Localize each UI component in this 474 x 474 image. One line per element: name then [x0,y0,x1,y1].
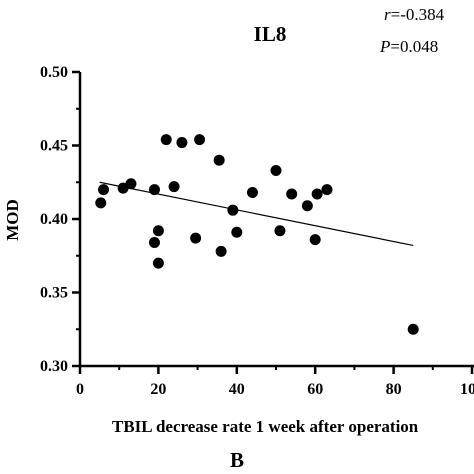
y-axis-label: MOD [3,199,22,241]
data-point [160,134,172,146]
panel-label: B [230,448,244,472]
x-tick-label: 0 [76,381,84,398]
correlation-r: r=-0.384 [384,5,445,24]
y-tick-label: 0.30 [40,358,68,375]
data-point [125,178,137,190]
data-point [148,184,160,196]
y-axis-ticks: 0.30 0.35 0.40 0.45 0.50 [40,64,80,375]
data-point [286,188,298,200]
data-point [246,187,258,199]
data-point [311,188,323,200]
p-value: P=0.048 [379,37,438,56]
data-points [95,134,419,335]
data-point [213,154,225,166]
data-point [190,232,202,244]
data-point [215,245,227,257]
data-point [95,197,107,209]
x-tick-label: 80 [386,381,402,398]
data-point [152,225,164,237]
data-point [148,237,160,249]
axes [78,72,474,368]
y-tick-label: 0.50 [40,64,68,81]
y-tick-label: 0.45 [40,138,68,155]
data-point [194,134,206,146]
x-axis-label: TBIL decrease rate 1 week after operatio… [112,417,419,436]
data-point [321,184,333,196]
data-point [274,225,286,237]
y-tick-label: 0.40 [40,211,68,228]
x-tick-label: 20 [150,381,166,398]
x-tick-label: 100 [460,381,474,398]
data-point [270,164,282,176]
data-point [309,234,321,246]
x-tick-label: 60 [307,381,323,398]
data-point [176,137,188,149]
data-point [168,181,180,193]
chart-title: IL8 [254,22,287,46]
y-tick-label: 0.35 [40,285,68,302]
x-tick-label: 40 [229,381,245,398]
data-point [407,323,419,335]
data-point [231,226,243,238]
data-point [227,204,239,216]
data-point [301,200,313,212]
x-axis-ticks: 0 20 40 60 80 100 [76,366,474,398]
data-point [152,257,164,269]
data-point [98,184,110,196]
